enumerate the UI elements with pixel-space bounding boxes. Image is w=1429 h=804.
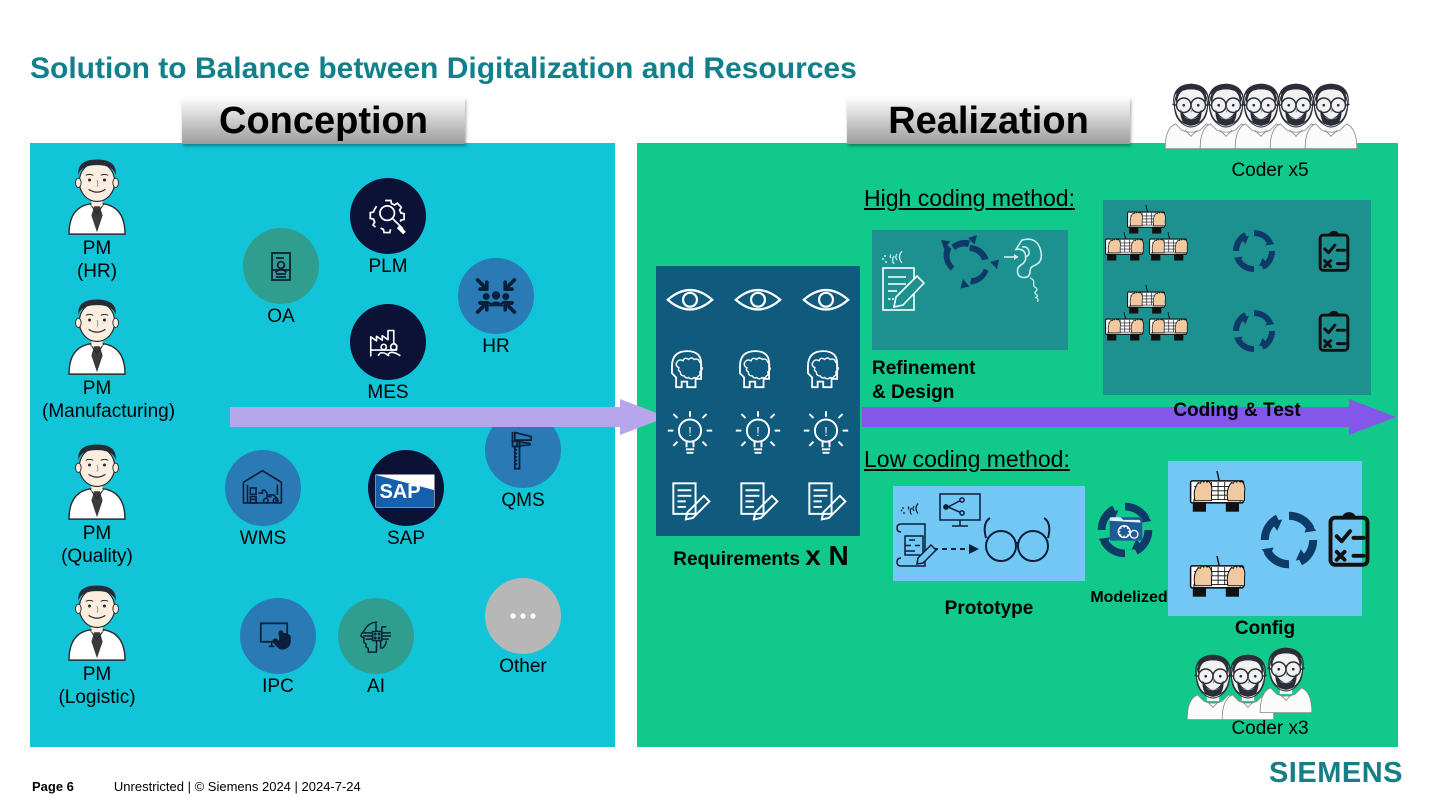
svg-text:!: ! (824, 425, 827, 439)
svg-text:!: ! (688, 425, 691, 439)
svg-text:!: ! (756, 425, 759, 439)
svg-text:SAP: SAP (379, 481, 420, 503)
